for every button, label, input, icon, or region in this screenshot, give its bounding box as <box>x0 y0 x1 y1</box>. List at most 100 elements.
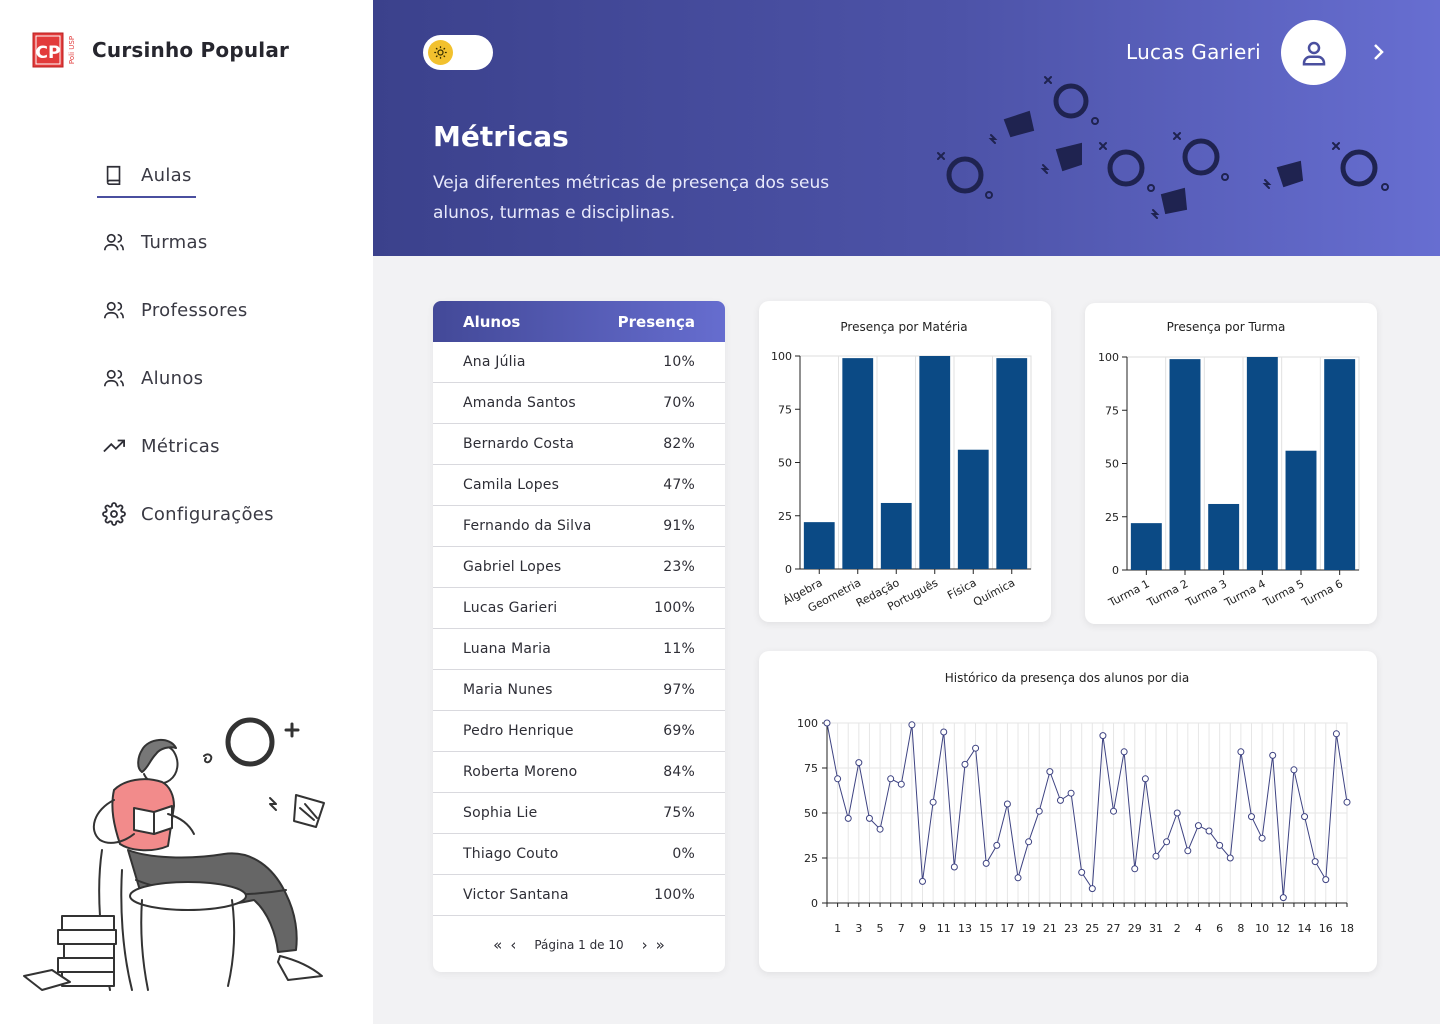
student-name: Lucas Garieri <box>463 600 558 616</box>
data-point <box>993 841 1001 849</box>
column-header-presenca[interactable]: Presença <box>617 312 695 331</box>
table-row[interactable]: Fernando da Silva 91% <box>433 506 725 547</box>
bar-álgebra <box>803 522 835 569</box>
bar-química <box>996 358 1028 569</box>
data-point <box>823 719 831 727</box>
user-icon <box>1302 41 1325 65</box>
table-row[interactable]: Pedro Henrique 69% <box>433 711 725 752</box>
table-row[interactable]: Ana Júlia 10% <box>433 342 725 383</box>
student-name: Luana Maria <box>463 641 551 657</box>
x-tick-label: 19 <box>1022 922 1036 935</box>
table-row[interactable]: Gabriel Lopes 23% <box>433 547 725 588</box>
data-point <box>1332 730 1340 738</box>
bar-redação <box>880 502 912 569</box>
data-point <box>940 728 948 736</box>
table-row[interactable]: Camila Lopes 47% <box>433 465 725 506</box>
data-point <box>919 877 927 885</box>
student-name: Bernardo Costa <box>463 436 575 452</box>
data-point <box>982 859 990 867</box>
data-point <box>1184 847 1192 855</box>
chevron-right-icon[interactable] <box>1366 40 1390 64</box>
user-avatar[interactable] <box>1281 20 1346 85</box>
table-row[interactable]: Victor Santana 100% <box>433 875 725 916</box>
x-tick-label: 18 <box>1340 922 1354 935</box>
user-name[interactable]: Lucas Garieri <box>1125 40 1261 64</box>
x-tick-label: 13 <box>958 922 972 935</box>
x-tick-label: 16 <box>1319 922 1333 935</box>
x-tick-label: 21 <box>1043 922 1057 935</box>
sidebar-item-metricas[interactable]: Métricas <box>97 423 337 469</box>
sidebar-item-label: Aulas <box>141 164 192 186</box>
first-page-icon[interactable]: « <box>493 936 503 954</box>
sidebar-item-label: Métricas <box>141 435 220 457</box>
attendance-value: 11% <box>663 641 695 657</box>
x-tick-label: 23 <box>1064 922 1078 935</box>
data-point <box>1110 807 1118 815</box>
x-tick-label: Turma 5 <box>1260 577 1306 610</box>
data-point <box>1226 854 1234 862</box>
attendance-value: 69% <box>663 723 695 739</box>
data-point <box>1173 809 1181 817</box>
theme-toggle[interactable] <box>423 35 493 70</box>
attendance-value: 97% <box>663 682 695 698</box>
last-page-icon[interactable]: » <box>655 936 665 954</box>
svg-text:CP: CP <box>36 43 61 63</box>
data-point <box>908 721 916 729</box>
sidebar-item-label: Professores <box>141 299 248 321</box>
x-tick-label: Turma 4 <box>1222 577 1268 610</box>
table-row[interactable]: Sophia Lie 75% <box>433 793 725 834</box>
previous-page-icon[interactable]: ‹ <box>510 936 517 954</box>
data-point <box>1131 865 1139 873</box>
x-tick-label: 25 <box>1085 922 1099 935</box>
attendance-value: 10% <box>663 354 695 370</box>
data-point <box>972 744 980 752</box>
x-tick-label: 4 <box>1195 922 1202 935</box>
page-subtitle: Veja diferentes métricas de presença dos… <box>433 173 830 223</box>
y-tick-label: 0 <box>1112 564 1119 577</box>
sidebar-item-aulas[interactable]: Aulas <box>97 152 337 198</box>
data-point <box>1025 838 1033 846</box>
data-point <box>1279 894 1287 902</box>
bar-turma-4 <box>1246 357 1278 570</box>
student-name: Victor Santana <box>463 887 569 903</box>
sidebar: CP Poli USP Cursinho Popular Aulas Turma… <box>0 0 373 1024</box>
table-row[interactable]: Maria Nunes 97% <box>433 670 725 711</box>
student-name: Sophia Lie <box>463 805 538 821</box>
x-tick-label: Turma 6 <box>1299 577 1345 610</box>
y-tick-label: 100 <box>797 717 818 730</box>
x-tick-label: Turma 1 <box>1106 577 1152 610</box>
attendance-value: 70% <box>663 395 695 411</box>
x-tick-label: Turma 2 <box>1144 577 1190 610</box>
student-name: Camila Lopes <box>463 477 560 493</box>
x-tick-label: 15 <box>979 922 993 935</box>
data-point <box>865 814 873 822</box>
gear-icon <box>101 501 127 527</box>
table-row[interactable]: Lucas Garieri 100% <box>433 588 725 629</box>
data-point <box>1322 876 1330 884</box>
data-point <box>855 759 863 767</box>
pagination-label: Página 1 de 10 <box>534 938 624 952</box>
data-point <box>1343 798 1351 806</box>
table-row[interactable]: Amanda Santos 70% <box>433 383 725 424</box>
sidebar-item-turmas[interactable]: Turmas <box>97 219 337 265</box>
sidebar-item-alunos[interactable]: Alunos <box>97 355 337 401</box>
y-tick-label: 100 <box>771 350 792 363</box>
table-row[interactable]: Thiago Couto 0% <box>433 834 725 875</box>
trending-up-icon <box>101 433 127 459</box>
data-point <box>1067 789 1075 797</box>
column-header-alunos[interactable]: Alunos <box>463 312 521 331</box>
x-tick-label: 31 <box>1149 922 1163 935</box>
table-row[interactable]: Roberta Moreno 84% <box>433 752 725 793</box>
sidebar-item-professores[interactable]: Professores <box>97 287 337 333</box>
attendance-value: 100% <box>654 887 695 903</box>
table-row[interactable]: Bernardo Costa 82% <box>433 424 725 465</box>
data-point <box>1163 838 1171 846</box>
attendance-value: 0% <box>672 846 695 862</box>
users-icon <box>101 229 127 255</box>
next-page-icon[interactable]: › <box>641 936 648 954</box>
data-point <box>844 814 852 822</box>
table-row[interactable]: Luana Maria 11% <box>433 629 725 670</box>
sidebar-item-configuracoes[interactable]: Configurações <box>97 491 337 537</box>
bar-chart-presenca-materia: Presença por Matéria0255075100ÁlgebraGeo… <box>771 320 1032 615</box>
brand[interactable]: CP Poli USP Cursinho Popular <box>30 30 289 70</box>
